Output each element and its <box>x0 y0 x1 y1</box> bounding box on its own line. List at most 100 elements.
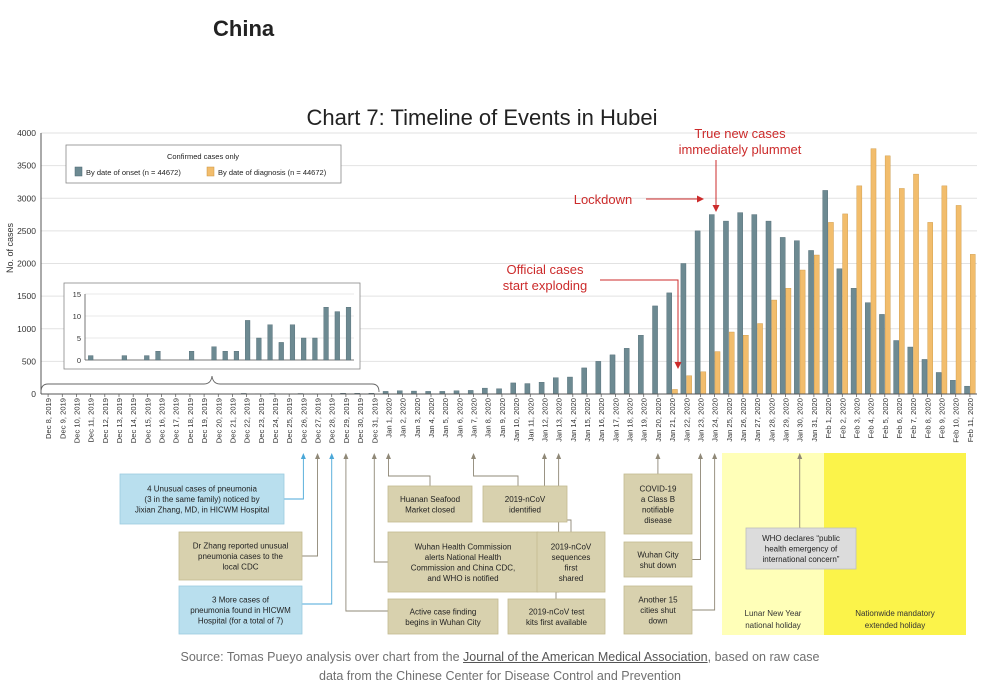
bar-diagnosis <box>828 222 834 395</box>
bar-onset <box>879 314 885 395</box>
inset-y-tick-label: 5 <box>77 334 81 343</box>
inset-y-tick-label: 10 <box>73 312 81 321</box>
event-text: local CDC <box>222 563 258 572</box>
x-tick-label: Jan 21, 2020 <box>668 398 677 442</box>
event-text: 2019-nCoV <box>551 542 592 551</box>
period-label: Lunar New Year <box>745 609 802 618</box>
bar-onset <box>737 212 743 395</box>
bar-diagnosis <box>743 335 749 395</box>
x-tick-label: Jan 8, 2020 <box>484 398 493 438</box>
x-tick-label: Jan 2, 2020 <box>399 398 408 438</box>
source-prefix: Source: Tomas Pueyo analysis over chart … <box>180 650 464 664</box>
bar-onset <box>907 346 914 395</box>
x-tick-label: Feb 5, 2020 <box>881 398 890 439</box>
x-tick-label: Jan 11, 2020 <box>526 398 535 441</box>
bar-onset <box>638 335 644 395</box>
event-text: a Class B <box>641 495 675 504</box>
legend-label-diagnosis: By date of diagnosis (n = 44672) <box>218 168 327 177</box>
x-tick-label: Dec 29, 2019 <box>342 398 351 443</box>
inset-bracket <box>40 375 380 393</box>
inset-bar <box>144 355 150 361</box>
x-tick-label: Feb 4, 2020 <box>867 398 876 439</box>
event-text: Market closed <box>405 505 455 514</box>
y-tick-label: 1000 <box>17 324 36 334</box>
x-tick-label: Jan 27, 2020 <box>753 398 762 442</box>
y-tick-label: 0 <box>31 389 36 399</box>
x-tick-label: Feb 6, 2020 <box>895 398 904 439</box>
annotation-official: start exploding <box>503 278 588 293</box>
y-axis-label: No. of cases <box>5 222 15 273</box>
x-tick-label: Dec 22, 2019 <box>243 398 252 443</box>
annotation-lockdown: Lockdown <box>574 192 633 207</box>
x-tick-label: Dec 15, 2019 <box>143 398 152 443</box>
annotation-official-arrow <box>674 362 682 369</box>
bars <box>42 148 976 395</box>
event-text: Active case finding <box>410 607 477 616</box>
legend-title: Confirmed cases only <box>167 152 239 161</box>
x-tick-label: Dec 18, 2019 <box>186 398 195 443</box>
bar-diagnosis <box>672 389 678 395</box>
event-text: and WHO is notified <box>427 574 498 583</box>
event-text: 4 Unusual cases of pneumonia <box>147 485 257 494</box>
bar-onset <box>652 305 658 395</box>
event-text: 2019-nCoV test <box>529 607 585 616</box>
bar-onset <box>921 359 928 395</box>
period-label: Nationwide mandatory <box>855 609 935 618</box>
y-tick-label: 500 <box>22 356 36 366</box>
x-tick-label: Jan 16, 2020 <box>597 398 606 442</box>
x-tick-label: Dec 16, 2019 <box>158 398 167 443</box>
bar-diagnosis <box>728 331 735 395</box>
inset-bar <box>323 307 329 361</box>
period-label: national holiday <box>745 621 801 630</box>
event-arrowhead <box>655 453 661 459</box>
y-tick-label: 2000 <box>17 259 36 269</box>
event-text: WHO declares “public <box>762 534 840 543</box>
x-tick-label: Jan 3, 2020 <box>413 398 422 438</box>
legend-box <box>65 144 342 184</box>
x-tick-label: Jan 6, 2020 <box>455 398 464 438</box>
event-box <box>623 473 693 535</box>
event-boxes: 4 Unusual cases of pneumonia(3 in the sa… <box>119 473 857 635</box>
bar-onset <box>524 383 531 395</box>
legend-swatch-diagnosis <box>206 166 215 177</box>
bar-diagnosis <box>856 185 863 395</box>
x-tick-label: Dec 26, 2019 <box>299 398 308 443</box>
event-box <box>387 485 473 523</box>
event-arrowhead <box>371 453 377 459</box>
event-arrowhead <box>697 453 703 459</box>
event-box <box>745 527 857 570</box>
event-arrowhead <box>385 453 391 459</box>
x-tick-label: Feb 8, 2020 <box>923 398 932 439</box>
event-connector <box>388 456 431 486</box>
x-tick-label: Dec 14, 2019 <box>129 398 138 443</box>
bar-diagnosis <box>757 323 763 395</box>
bar-onset <box>609 354 616 395</box>
bar-onset <box>538 382 545 395</box>
bar-diagnosis <box>700 371 707 395</box>
event-arrowhead <box>300 453 306 459</box>
x-tick-label: Dec 21, 2019 <box>228 398 237 443</box>
inset-chart: 0 5 10 15 <box>40 282 380 393</box>
event-text: Another 15 <box>638 596 678 605</box>
x-tick-label: Dec 25, 2019 <box>285 398 294 443</box>
x-tick-label: Jan 19, 2020 <box>640 398 649 442</box>
x-tick-label: Jan 20, 2020 <box>654 398 663 442</box>
bar-onset <box>964 385 970 395</box>
event-connector <box>302 456 333 605</box>
bar-onset <box>694 230 701 395</box>
event-box <box>387 531 539 593</box>
x-tick-label: Jan 26, 2020 <box>739 398 748 442</box>
event-text: pneumonia found in HICWM <box>190 606 291 615</box>
y-tick-label: 2500 <box>17 226 36 236</box>
inset-bar <box>267 324 273 361</box>
event-text: COVID-19 <box>640 484 677 493</box>
bar-onset <box>950 380 956 395</box>
x-tick-label: Dec 23, 2019 <box>257 398 266 443</box>
event-box <box>507 598 606 635</box>
bar-diagnosis <box>814 254 820 395</box>
source-link[interactable]: Journal of the American Medical Associat… <box>463 650 708 664</box>
event-text: disease <box>644 516 672 525</box>
y-axis-ticks: 0 500 1000 1500 2000 2500 3000 3500 4000 <box>17 128 36 399</box>
event-text: alerts National Health <box>425 553 501 562</box>
y-tick-label: 3500 <box>17 161 36 171</box>
